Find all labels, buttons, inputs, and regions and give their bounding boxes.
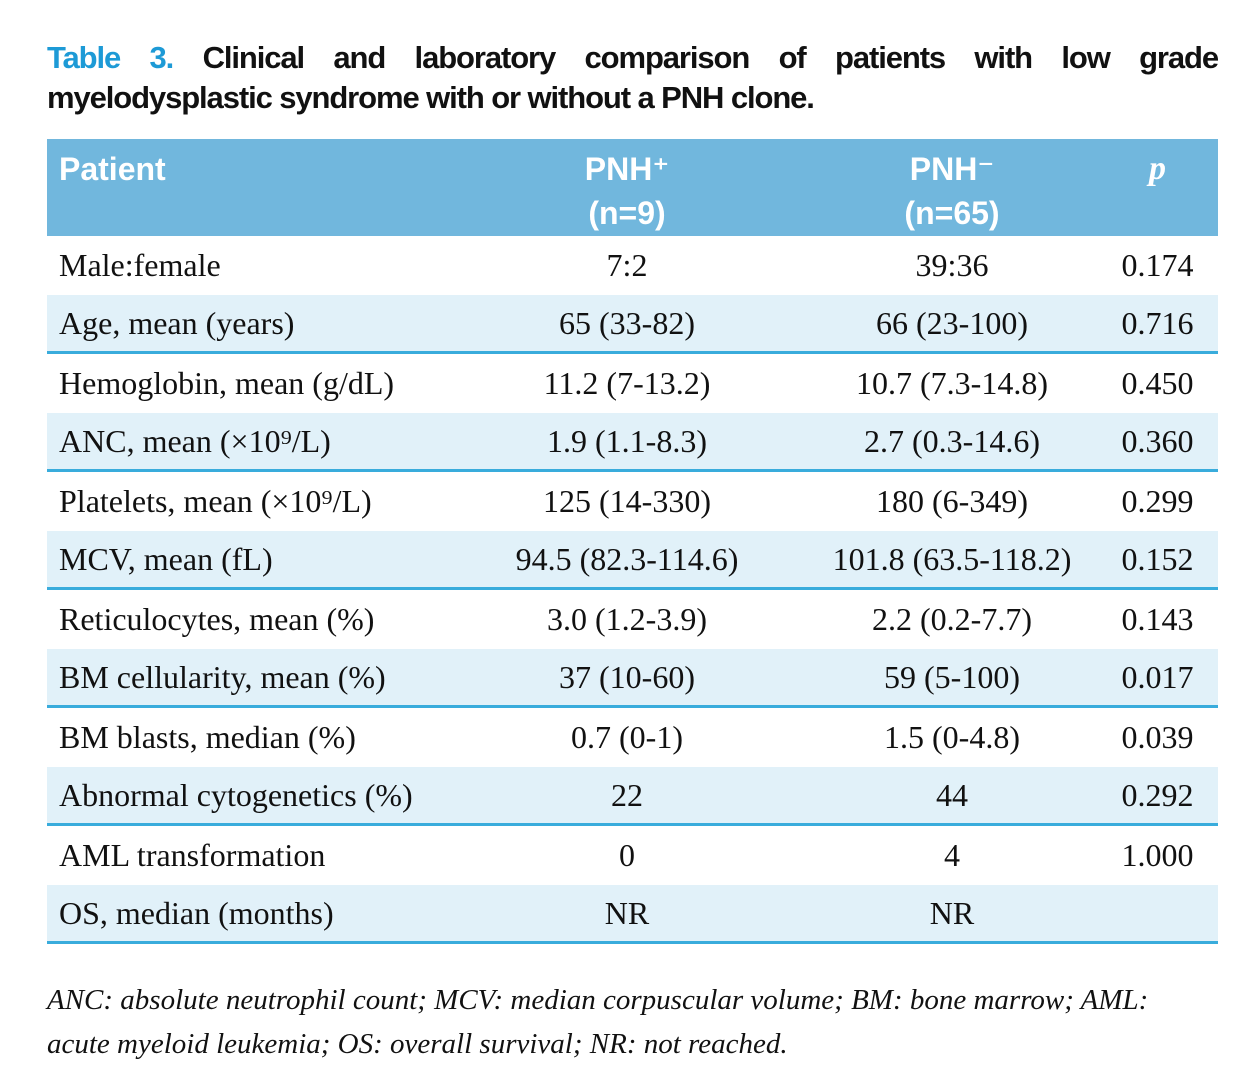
- pnh-negative-value: 44: [936, 776, 968, 813]
- pnh-negative-value: 39:36: [915, 247, 989, 283]
- row-label: Abnormal cytogenetics (%): [59, 776, 413, 813]
- pnh-negative-value: 59 (5-100): [884, 658, 1020, 695]
- pnh-positive-value: 94.5 (82.3-114.6): [515, 540, 739, 577]
- pnh-negative-value: 180 (6-349): [876, 483, 1028, 519]
- p-value: 0.174: [1121, 247, 1194, 283]
- table-number: Table 3.: [47, 40, 174, 75]
- pnh-positive-value: 11.2 (7-13.2): [543, 365, 711, 401]
- row-label: ANC, mean (×10⁹/L): [59, 422, 331, 459]
- pnh-positive-value: NR: [604, 894, 650, 931]
- p-value: 1.000: [1121, 837, 1194, 873]
- table-row: BM cellularity, mean (%) 37 (10-60) 59 (…: [47, 649, 1218, 708]
- pnh-negative-value: 101.8 (63.5-118.2): [832, 540, 1072, 577]
- table-caption: Table 3. Clinical and laboratory compari…: [47, 38, 1220, 118]
- pnh-positive-value: 65 (33-82): [559, 304, 695, 341]
- pnh-positive-value: 3.0 (1.2-3.9): [547, 601, 707, 637]
- page: Table 3. Clinical and laboratory compari…: [47, 0, 1220, 1066]
- row-label: BM cellularity, mean (%): [59, 658, 386, 695]
- row-label: AML transformation: [59, 837, 326, 873]
- table-row: BM blasts, median (%) 0.7 (0-1) 1.5 (0-4…: [47, 708, 1218, 767]
- pnh-positive-value: 0.7 (0-1): [571, 719, 683, 755]
- row-label: BM blasts, median (%): [59, 719, 356, 755]
- table-row: OS, median (months) NR NR: [47, 885, 1218, 944]
- p-value: 0.152: [1121, 540, 1194, 577]
- table-row: Abnormal cytogenetics (%) 22 44 0.292: [47, 767, 1218, 826]
- pnh-negative-value: NR: [929, 894, 975, 931]
- header-patient: Patient: [59, 151, 166, 187]
- row-label: OS, median (months): [59, 894, 334, 931]
- pnh-negative-value: 2.2 (0.2-7.7): [872, 601, 1032, 637]
- p-value: 0.017: [1121, 658, 1194, 695]
- header-pnh-positive: PNH⁺ (n=9): [447, 147, 807, 236]
- table-header-row: Patient PNH⁺ (n=9) PNH⁻ (n=65) p: [47, 139, 1218, 236]
- row-label: Age, mean (years): [59, 304, 295, 341]
- footnote-line2: acute myeloid leukemia; OS: overall surv…: [47, 1028, 788, 1060]
- p-value: 0.450: [1121, 365, 1194, 401]
- pnh-negative-value: 10.7 (7.3-14.8): [856, 365, 1048, 401]
- table-row: Platelets, mean (×10⁹/L) 125 (14-330) 18…: [47, 472, 1218, 531]
- table-row: Age, mean (years) 65 (33-82) 66 (23-100)…: [47, 295, 1218, 354]
- p-value: 0.299: [1121, 483, 1194, 519]
- header-pnh-negative: PNH⁻ (n=65): [807, 147, 1097, 236]
- row-label: Platelets, mean (×10⁹/L): [59, 483, 372, 519]
- header-pnh-negative-n: (n=65): [904, 195, 1000, 231]
- p-value: 0.716: [1121, 304, 1194, 341]
- table-row: Hemoglobin, mean (g/dL) 11.2 (7-13.2) 10…: [47, 354, 1218, 413]
- table-row: Male:female 7:2 39:36 0.174: [47, 236, 1218, 295]
- pnh-negative-value: 1.5 (0-4.8): [884, 719, 1020, 755]
- pnh-positive-value: 1.9 (1.1-8.3): [547, 422, 707, 459]
- table-row: AML transformation 0 4 1.000: [47, 826, 1218, 885]
- comparison-table: Patient PNH⁺ (n=9) PNH⁻ (n=65) p Male:fe…: [47, 139, 1218, 944]
- header-p-value: p: [1149, 150, 1166, 187]
- footnote-line1: ANC: absolute neutrophil count; MCV: med…: [47, 984, 1149, 1016]
- header-pnh-positive-n: (n=9): [588, 195, 666, 231]
- pnh-positive-value: 22: [611, 776, 643, 813]
- table-row: ANC, mean (×10⁹/L) 1.9 (1.1-8.3) 2.7 (0.…: [47, 413, 1218, 472]
- pnh-positive-value: 37 (10-60): [559, 658, 695, 695]
- table-caption-line2: myelodysplastic syndrome with or without…: [47, 80, 815, 115]
- table-caption-text: Clinical and laboratory comparison of pa…: [202, 40, 1220, 75]
- table-footnote: ANC: absolute neutrophil count; MCV: med…: [47, 978, 1218, 1066]
- pnh-positive-value: 125 (14-330): [543, 483, 711, 519]
- row-label: Reticulocytes, mean (%): [59, 601, 375, 637]
- p-value: 0.360: [1121, 422, 1194, 459]
- pnh-negative-value: 4: [944, 837, 960, 873]
- table-caption-line1: Table 3. Clinical and laboratory compari…: [47, 38, 1220, 78]
- header-pnh-negative-label: PNH⁻: [909, 151, 995, 187]
- row-label: Male:female: [59, 247, 221, 283]
- table-row: Reticulocytes, mean (%) 3.0 (1.2-3.9) 2.…: [47, 590, 1218, 649]
- p-value: 0.143: [1121, 601, 1194, 637]
- table-row: MCV, mean (fL) 94.5 (82.3-114.6) 101.8 (…: [47, 531, 1218, 590]
- row-label: Hemoglobin, mean (g/dL): [59, 365, 395, 401]
- p-value: 0.292: [1121, 776, 1194, 813]
- header-pnh-positive-label: PNH⁺: [584, 151, 670, 187]
- pnh-positive-value: 0: [619, 837, 635, 873]
- row-label: MCV, mean (fL): [59, 540, 273, 577]
- pnh-negative-value: 66 (23-100): [876, 304, 1028, 341]
- pnh-negative-value: 2.7 (0.3-14.6): [864, 422, 1040, 459]
- p-value: 0.039: [1121, 719, 1194, 755]
- pnh-positive-value: 7:2: [606, 247, 648, 283]
